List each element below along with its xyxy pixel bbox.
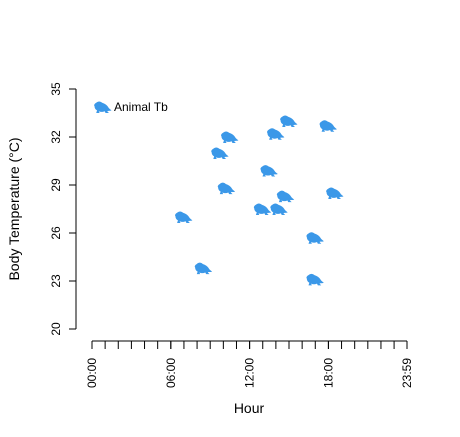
data-point-frog-icon: [221, 131, 239, 143]
data-point-frog-icon: [175, 211, 193, 223]
x-tick-label: 23:59: [400, 358, 414, 388]
data-point-frog-icon: [217, 182, 236, 195]
y-axis: 20 23 26 29 32 35: [49, 82, 77, 336]
data-point-frog-icon: [280, 115, 298, 127]
y-tick-label: 23: [49, 274, 63, 288]
data-point-frog-icon: [253, 203, 272, 215]
data-points: [175, 115, 344, 286]
y-tick-label: 29: [49, 178, 63, 192]
data-point-frog-icon: [306, 232, 324, 244]
data-point-frog-icon: [326, 187, 344, 199]
data-point-frog-icon: [194, 262, 213, 275]
data-point-frog-icon: [270, 203, 288, 215]
data-point-frog-icon: [260, 165, 278, 177]
x-tick-label: 12:00: [243, 358, 257, 388]
legend-label: Animal Tb: [114, 100, 168, 114]
x-axis: 00:00 06:00 12:00 18:00 23:59: [85, 340, 414, 388]
y-tick-label: 20: [49, 322, 63, 336]
data-point-frog-icon: [319, 120, 337, 132]
y-tick-label: 35: [49, 82, 63, 96]
x-tick-label: 18:00: [321, 358, 335, 388]
y-axis-title: Body Temperature (°C): [6, 137, 22, 280]
data-point-frog-icon: [211, 147, 229, 159]
x-tick-label: 00:00: [85, 358, 99, 388]
data-point-frog-icon: [267, 128, 285, 140]
x-axis-title: Hour: [234, 400, 265, 416]
data-point-frog-icon: [276, 190, 295, 203]
legend: Animal Tb: [94, 100, 168, 114]
x-tick-label: 06:00: [164, 358, 178, 388]
data-point-frog-icon: [306, 273, 324, 286]
legend-frog-icon: [94, 101, 112, 113]
y-tick-label: 32: [49, 130, 63, 144]
y-tick-label: 26: [49, 226, 63, 240]
